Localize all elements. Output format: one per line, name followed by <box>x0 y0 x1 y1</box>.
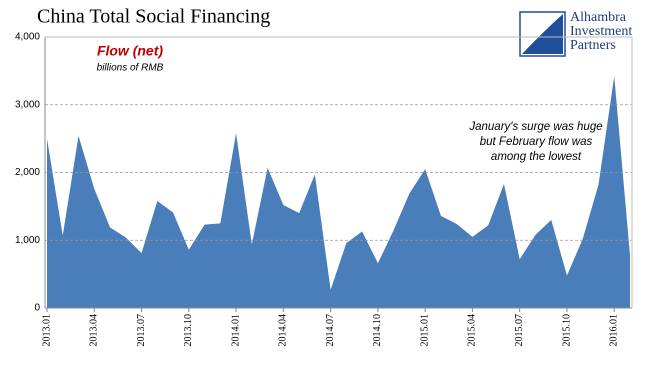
annotation: January's surge was huge <box>468 121 602 133</box>
subtitle: Flow (net) <box>97 43 163 59</box>
unit-label: billions of RMB <box>97 63 164 74</box>
y-tick-label: 0 <box>34 303 40 314</box>
x-tick-label: 2015.07 <box>514 314 525 347</box>
x-tick-label: 2013.01 <box>41 314 52 347</box>
annotation: among the lowest <box>491 151 582 163</box>
x-tick-label: 2013.04 <box>89 314 100 347</box>
x-tick-label: 2014.10 <box>372 314 383 347</box>
x-tick-label: 2014.07 <box>325 314 336 347</box>
area <box>47 76 630 308</box>
x-tick-label: 2015.10 <box>561 314 572 347</box>
y-tick-label: 3,000 <box>15 99 40 110</box>
x-tick-label: 2015.04 <box>467 314 478 347</box>
y-tick-label: 4,000 <box>15 32 40 43</box>
x-tick-label: 2015.01 <box>419 314 430 347</box>
logo-text: Partners <box>570 38 616 53</box>
chart-title: China Total Social Financing <box>37 6 270 28</box>
y-tick-label: 2,000 <box>15 167 40 178</box>
logo-text: Alhambra <box>570 10 627 25</box>
y-tick-label: 1,000 <box>15 235 40 246</box>
x-tick-label: 2014.04 <box>278 314 289 347</box>
logo <box>519 11 566 57</box>
x-tick-label: 2013.10 <box>183 314 194 347</box>
x-tick-label: 2014.01 <box>230 314 241 347</box>
x-tick-label: 2016.01 <box>609 314 620 347</box>
logo-text: Investment <box>570 24 632 39</box>
x-tick-label: 2013.07 <box>136 314 147 347</box>
annotation: but February flow was <box>480 136 593 148</box>
logo-shape <box>522 14 563 54</box>
